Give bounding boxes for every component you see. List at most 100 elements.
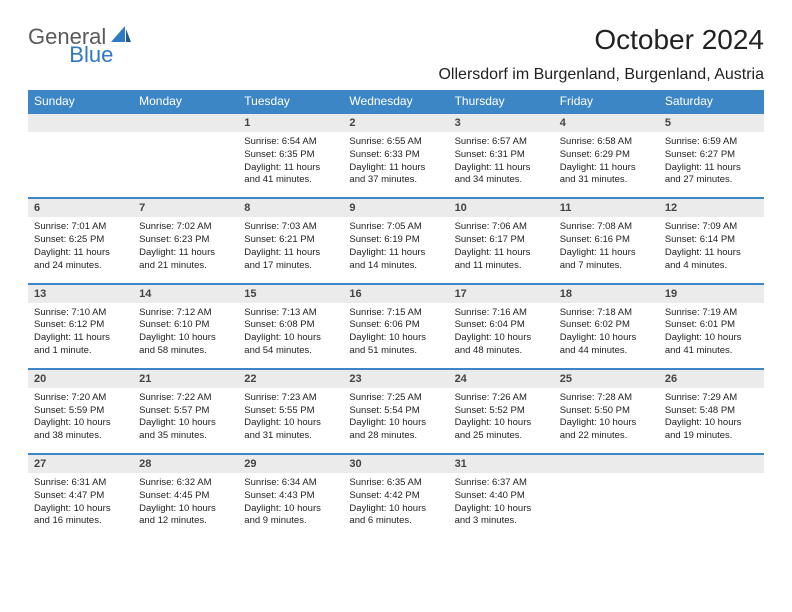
sunset-text: Sunset: 6:16 PM xyxy=(560,234,653,247)
sunrise-text: Sunrise: 7:06 AM xyxy=(455,221,548,234)
day-number: 23 xyxy=(343,369,448,388)
day-number: 7 xyxy=(133,198,238,217)
day-cell: Sunrise: 7:29 AMSunset: 5:48 PMDaylight:… xyxy=(659,388,764,454)
daynum-row: 13141516171819 xyxy=(28,284,764,303)
sunrise-text: Sunrise: 7:25 AM xyxy=(349,392,442,405)
content-row: Sunrise: 7:10 AMSunset: 6:12 PMDaylight:… xyxy=(28,303,764,369)
day-cell: Sunrise: 7:26 AMSunset: 5:52 PMDaylight:… xyxy=(449,388,554,454)
daylight-text: Daylight: 10 hours and 3 minutes. xyxy=(455,503,548,529)
day-number: 21 xyxy=(133,369,238,388)
day-cell: Sunrise: 6:59 AMSunset: 6:27 PMDaylight:… xyxy=(659,132,764,198)
day-cell: Sunrise: 7:06 AMSunset: 6:17 PMDaylight:… xyxy=(449,217,554,283)
sunset-text: Sunset: 5:54 PM xyxy=(349,405,442,418)
day-number: 11 xyxy=(554,198,659,217)
sunset-text: Sunset: 6:17 PM xyxy=(455,234,548,247)
daylight-text: Daylight: 11 hours and 24 minutes. xyxy=(34,247,127,273)
daylight-text: Daylight: 10 hours and 31 minutes. xyxy=(244,417,337,443)
dow-tuesday: Tuesday xyxy=(238,90,343,113)
sunset-text: Sunset: 6:25 PM xyxy=(34,234,127,247)
sunrise-text: Sunrise: 6:34 AM xyxy=(244,477,337,490)
sunset-text: Sunset: 5:50 PM xyxy=(560,405,653,418)
day-cell: Sunrise: 6:54 AMSunset: 6:35 PMDaylight:… xyxy=(238,132,343,198)
day-cell: Sunrise: 6:55 AMSunset: 6:33 PMDaylight:… xyxy=(343,132,448,198)
calendar-body: 12345Sunrise: 6:54 AMSunset: 6:35 PMDayl… xyxy=(28,113,764,539)
day-number: 15 xyxy=(238,284,343,303)
page-title: October 2024 xyxy=(438,24,764,56)
sunset-text: Sunset: 6:21 PM xyxy=(244,234,337,247)
day-cell: Sunrise: 6:58 AMSunset: 6:29 PMDaylight:… xyxy=(554,132,659,198)
day-cell: Sunrise: 7:20 AMSunset: 5:59 PMDaylight:… xyxy=(28,388,133,454)
daylight-text: Daylight: 11 hours and 37 minutes. xyxy=(349,162,442,188)
day-cell: Sunrise: 7:03 AMSunset: 6:21 PMDaylight:… xyxy=(238,217,343,283)
day-number: 12 xyxy=(659,198,764,217)
daynum-row: 12345 xyxy=(28,113,764,132)
day-number: 2 xyxy=(343,113,448,132)
sunset-text: Sunset: 6:08 PM xyxy=(244,319,337,332)
dow-wednesday: Wednesday xyxy=(343,90,448,113)
page-header: General Blue October 2024 Ollersdorf im … xyxy=(28,24,764,84)
daylight-text: Daylight: 11 hours and 21 minutes. xyxy=(139,247,232,273)
sunrise-text: Sunrise: 7:09 AM xyxy=(665,221,758,234)
sunset-text: Sunset: 6:31 PM xyxy=(455,149,548,162)
day-cell xyxy=(554,473,659,539)
sunset-text: Sunset: 6:02 PM xyxy=(560,319,653,332)
sunrise-text: Sunrise: 6:37 AM xyxy=(455,477,548,490)
day-cell: Sunrise: 7:18 AMSunset: 6:02 PMDaylight:… xyxy=(554,303,659,369)
daylight-text: Daylight: 11 hours and 27 minutes. xyxy=(665,162,758,188)
day-cell: Sunrise: 6:34 AMSunset: 4:43 PMDaylight:… xyxy=(238,473,343,539)
sunrise-text: Sunrise: 7:20 AM xyxy=(34,392,127,405)
sunrise-text: Sunrise: 6:54 AM xyxy=(244,136,337,149)
day-number: 19 xyxy=(659,284,764,303)
sunrise-text: Sunrise: 7:22 AM xyxy=(139,392,232,405)
sunrise-text: Sunrise: 7:26 AM xyxy=(455,392,548,405)
content-row: Sunrise: 7:20 AMSunset: 5:59 PMDaylight:… xyxy=(28,388,764,454)
sunrise-text: Sunrise: 7:02 AM xyxy=(139,221,232,234)
day-number: 1 xyxy=(238,113,343,132)
day-number: 10 xyxy=(449,198,554,217)
sunrise-text: Sunrise: 6:31 AM xyxy=(34,477,127,490)
day-number: 20 xyxy=(28,369,133,388)
daylight-text: Daylight: 10 hours and 12 minutes. xyxy=(139,503,232,529)
sunset-text: Sunset: 5:52 PM xyxy=(455,405,548,418)
day-cell: Sunrise: 7:28 AMSunset: 5:50 PMDaylight:… xyxy=(554,388,659,454)
daylight-text: Daylight: 10 hours and 25 minutes. xyxy=(455,417,548,443)
sunset-text: Sunset: 5:55 PM xyxy=(244,405,337,418)
day-number: 31 xyxy=(449,454,554,473)
daylight-text: Daylight: 10 hours and 51 minutes. xyxy=(349,332,442,358)
sunset-text: Sunset: 6:27 PM xyxy=(665,149,758,162)
sunrise-text: Sunrise: 7:03 AM xyxy=(244,221,337,234)
day-number: 27 xyxy=(28,454,133,473)
daylight-text: Daylight: 10 hours and 28 minutes. xyxy=(349,417,442,443)
sunset-text: Sunset: 5:48 PM xyxy=(665,405,758,418)
sunset-text: Sunset: 4:40 PM xyxy=(455,490,548,503)
day-number xyxy=(554,454,659,473)
day-number: 9 xyxy=(343,198,448,217)
daylight-text: Daylight: 10 hours and 35 minutes. xyxy=(139,417,232,443)
sunset-text: Sunset: 6:23 PM xyxy=(139,234,232,247)
day-number: 25 xyxy=(554,369,659,388)
daylight-text: Daylight: 10 hours and 9 minutes. xyxy=(244,503,337,529)
sunrise-text: Sunrise: 7:05 AM xyxy=(349,221,442,234)
day-number xyxy=(133,113,238,132)
sunset-text: Sunset: 6:35 PM xyxy=(244,149,337,162)
daylight-text: Daylight: 10 hours and 41 minutes. xyxy=(665,332,758,358)
sunrise-text: Sunrise: 7:08 AM xyxy=(560,221,653,234)
day-number: 3 xyxy=(449,113,554,132)
day-cell xyxy=(659,473,764,539)
calendar-table: Sunday Monday Tuesday Wednesday Thursday… xyxy=(28,90,764,539)
sunset-text: Sunset: 4:42 PM xyxy=(349,490,442,503)
sunrise-text: Sunrise: 7:28 AM xyxy=(560,392,653,405)
day-number: 13 xyxy=(28,284,133,303)
daynum-row: 6789101112 xyxy=(28,198,764,217)
day-number: 28 xyxy=(133,454,238,473)
day-cell: Sunrise: 6:57 AMSunset: 6:31 PMDaylight:… xyxy=(449,132,554,198)
sunset-text: Sunset: 6:01 PM xyxy=(665,319,758,332)
sunset-text: Sunset: 6:06 PM xyxy=(349,319,442,332)
daylight-text: Daylight: 11 hours and 31 minutes. xyxy=(560,162,653,188)
sunset-text: Sunset: 4:43 PM xyxy=(244,490,337,503)
day-cell: Sunrise: 7:02 AMSunset: 6:23 PMDaylight:… xyxy=(133,217,238,283)
dow-saturday: Saturday xyxy=(659,90,764,113)
daylight-text: Daylight: 10 hours and 22 minutes. xyxy=(560,417,653,443)
daylight-text: Daylight: 10 hours and 44 minutes. xyxy=(560,332,653,358)
sunset-text: Sunset: 6:04 PM xyxy=(455,319,548,332)
